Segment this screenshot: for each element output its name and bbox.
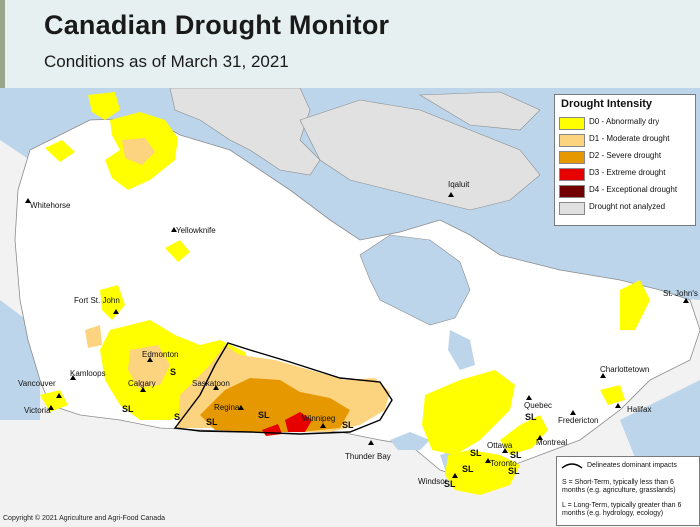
legend-item-not-analyzed: Drought not analyzed bbox=[559, 200, 693, 215]
map-title: Canadian Drought Monitor bbox=[44, 10, 390, 40]
label-fort-st-john: Fort St. John bbox=[74, 296, 120, 305]
legend-item-d3: D3 - Extreme drought bbox=[559, 166, 693, 181]
short-term-note: S = Short-Term, typically less than 6 mo… bbox=[562, 479, 676, 494]
high-arctic-not-analyzed bbox=[418, 91, 541, 131]
label-kamloops: Kamloops bbox=[70, 369, 106, 378]
map-subtitle: Conditions as of March 31, 2021 bbox=[44, 52, 289, 71]
label-calgary: Calgary bbox=[128, 379, 156, 388]
legend-label-d0: D0 - Abnormally dry bbox=[589, 117, 660, 126]
legend-swatch-d1 bbox=[559, 134, 585, 147]
impact-label-on-sl5: SL bbox=[444, 479, 456, 489]
header-accent-bar bbox=[0, 0, 5, 88]
d0-vancouver bbox=[40, 390, 68, 412]
impact-label-on-sl2: SL bbox=[510, 450, 522, 460]
long-term-note: L = Long-Term, typically greater than 6 … bbox=[562, 502, 682, 517]
drought-intensity-legend: Drought Intensity D0 - Abnormally dry D1… bbox=[554, 94, 696, 226]
impact-boundary-prairies bbox=[173, 342, 393, 435]
impact-line-sample bbox=[561, 463, 583, 469]
label-edmonton: Edmonton bbox=[142, 350, 178, 359]
label-iqaluit: Iqaluit bbox=[448, 180, 470, 189]
impact-label-ab-s: S bbox=[170, 367, 176, 377]
legend-label-d4: D4 - Exceptional drought bbox=[589, 185, 678, 194]
legend-label-d1: D1 - Moderate drought bbox=[589, 134, 670, 143]
legend-item-d0: D0 - Abnormally dry bbox=[559, 115, 693, 130]
nunavut-not-analyzed bbox=[299, 99, 541, 211]
legend-swatch-d3 bbox=[559, 168, 585, 181]
d1-alberta bbox=[128, 345, 170, 388]
header: Canadian Drought Monitor Conditions as o… bbox=[0, 0, 700, 88]
d0-yukon-north bbox=[88, 92, 120, 120]
label-ottawa: Ottawa bbox=[487, 441, 513, 450]
d1-bc-central bbox=[85, 325, 102, 348]
legend-swatch-d0 bbox=[559, 117, 585, 130]
impact-label-bc-sl: SL bbox=[122, 404, 134, 414]
legend-label-d2: D2 - Severe drought bbox=[589, 151, 662, 160]
legend-swatch-not-analyzed bbox=[559, 202, 585, 215]
james-bay bbox=[448, 330, 475, 370]
d0-newfoundland bbox=[620, 280, 650, 330]
label-thunder-bay: Thunder Bay bbox=[345, 452, 391, 461]
legend-item-d1: D1 - Moderate drought bbox=[559, 132, 693, 147]
d0-southern-ontario bbox=[445, 450, 520, 495]
impact-label-qc-sl: SL bbox=[525, 412, 537, 422]
impact-label-mb-sl: SL bbox=[342, 420, 354, 430]
label-yellowknife: Yellowknife bbox=[176, 226, 216, 235]
impact-line-label: Delineates dominant impacts bbox=[587, 462, 677, 469]
d0-yellowknife bbox=[165, 240, 190, 262]
legend-item-d2: D2 - Severe drought bbox=[559, 149, 693, 164]
impact-label-sk-sl2: SL bbox=[258, 410, 270, 420]
copyright: Copyright © 2021 Agriculture and Agri-Fo… bbox=[3, 515, 165, 522]
impact-label-on-sl4: SL bbox=[462, 464, 474, 474]
label-victoria: Victoria bbox=[24, 406, 51, 415]
d3-manitoba bbox=[285, 412, 312, 432]
impact-notes-box: Delineates dominant impacts S = Short-Te… bbox=[556, 456, 700, 526]
label-windsor: Windsor bbox=[418, 477, 448, 486]
label-regina: Regina bbox=[214, 403, 240, 412]
label-winnipeg: Winnipeg bbox=[302, 414, 335, 423]
legend-swatch-d2 bbox=[559, 151, 585, 164]
legend-item-d4: D4 - Exceptional drought bbox=[559, 183, 693, 198]
label-montreal: Montreal bbox=[536, 438, 567, 447]
lake-superior bbox=[390, 432, 430, 450]
impact-label-ab-s2: S bbox=[174, 412, 180, 422]
impact-label-sk-sl: SL bbox=[206, 417, 218, 427]
d0-fort-st-john bbox=[100, 285, 125, 320]
label-saskatoon: Saskatoon bbox=[192, 379, 230, 388]
label-fredericton: Fredericton bbox=[558, 416, 598, 425]
d0-yukon-coast bbox=[45, 140, 75, 162]
label-charlottetown: Charlottetown bbox=[600, 365, 649, 374]
d1-nwt-west bbox=[122, 138, 155, 165]
d0-montreal bbox=[500, 415, 548, 455]
legend-title: Drought Intensity bbox=[561, 98, 653, 110]
impact-label-on-sl: SL bbox=[470, 448, 482, 458]
label-toronto: Toronto bbox=[490, 459, 517, 468]
d2-prairies bbox=[200, 378, 350, 432]
label-halifax: Halifax bbox=[627, 405, 651, 414]
label-quebec: Quebec bbox=[524, 401, 552, 410]
ocean-atlantic bbox=[620, 380, 700, 470]
legend-label-d3: D3 - Extreme drought bbox=[589, 168, 666, 177]
arctic-not-analyzed bbox=[169, 88, 321, 176]
hudson-bay bbox=[359, 234, 471, 326]
d0-nova-scotia bbox=[600, 385, 625, 405]
label-st-johns: St. John's bbox=[663, 289, 698, 298]
label-whitehorse: Whitehorse bbox=[30, 201, 71, 210]
label-vancouver: Vancouver bbox=[18, 379, 56, 388]
impact-label-on-sl3: SL bbox=[508, 466, 520, 476]
legend-swatch-d4 bbox=[559, 185, 585, 198]
d0-quebec-ontario bbox=[422, 370, 515, 455]
city-markers bbox=[25, 192, 689, 478]
legend-label-not-analyzed: Drought not analyzed bbox=[589, 202, 666, 211]
